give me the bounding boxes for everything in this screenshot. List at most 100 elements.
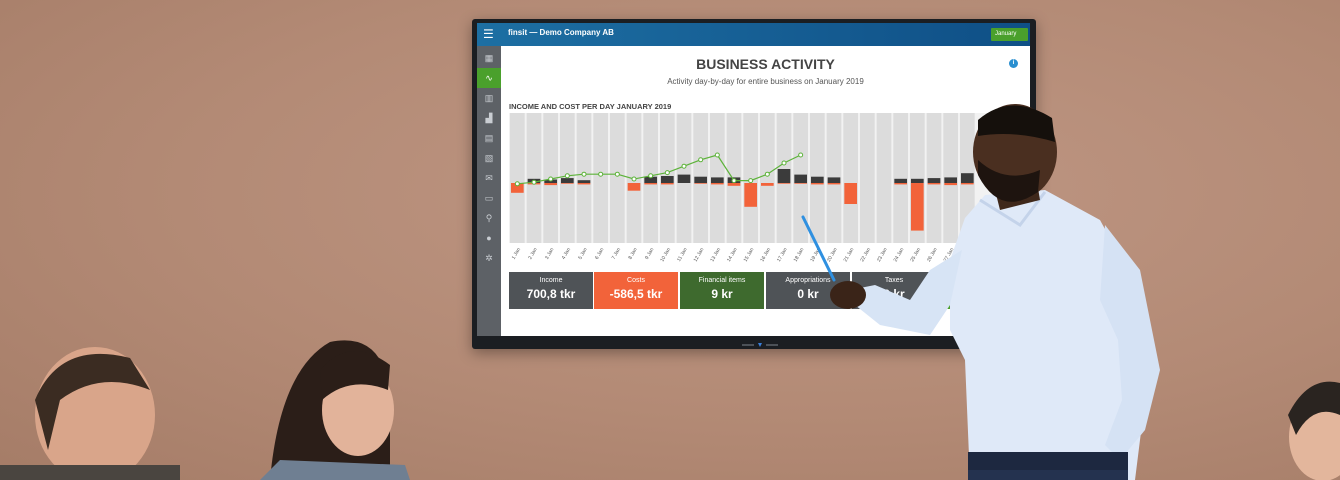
cost-bar bbox=[744, 183, 757, 207]
income-cost-chart: 1 Jan 2 Jan 3 Jan 4 Jan 5 Jan 6 Jan 7 Jan 8 Jan… bbox=[509, 113, 999, 263]
chart-column-band bbox=[760, 113, 775, 243]
inbox-icon[interactable]: ▭ bbox=[484, 193, 494, 203]
kpi-value: -586,5 tkr bbox=[609, 287, 663, 301]
x-tick-label: 2 Jan bbox=[527, 247, 538, 261]
cumulative-point bbox=[798, 152, 804, 158]
cumulative-point bbox=[614, 171, 620, 177]
cost-bar bbox=[661, 183, 674, 185]
kpi-label: Taxes bbox=[884, 277, 904, 284]
cumulative-point bbox=[648, 173, 654, 179]
income-bar bbox=[661, 176, 674, 183]
cumulative-line bbox=[517, 154, 801, 185]
page-subtitle: Activity day-by-day for entire business … bbox=[667, 77, 864, 86]
bar-chart-icon[interactable]: ▥ bbox=[484, 93, 494, 103]
x-tick-label: 12 Jan bbox=[693, 247, 706, 263]
cumulative-point bbox=[598, 171, 604, 177]
settings-icon[interactable]: ✲ bbox=[485, 253, 493, 263]
income-bar bbox=[894, 178, 907, 183]
income-bar bbox=[944, 177, 957, 183]
x-tick-label: 7 Jan bbox=[611, 247, 622, 261]
cost-bar bbox=[561, 183, 574, 184]
hamburger-menu-icon[interactable]: ☰ bbox=[483, 27, 494, 41]
cost-bar bbox=[944, 183, 957, 186]
chart-column-band bbox=[526, 113, 542, 243]
cumulative-point bbox=[664, 170, 670, 176]
x-tick-label: 4 Jan bbox=[561, 247, 572, 261]
cost-bar bbox=[777, 183, 791, 184]
cumulative-point bbox=[714, 152, 720, 158]
income-bar bbox=[961, 173, 974, 183]
cumulative-point bbox=[548, 176, 554, 182]
x-tick-label: 14 Jan bbox=[726, 247, 739, 263]
x-tick-label: 5 Jan bbox=[577, 247, 588, 261]
x-tick-label: 15 Jan bbox=[743, 247, 756, 263]
cost-bar bbox=[711, 183, 724, 185]
kpi-label: Costs bbox=[627, 277, 645, 284]
chart-column-band bbox=[893, 113, 908, 243]
chart-column-band bbox=[510, 113, 525, 243]
chart-column-band bbox=[860, 113, 875, 243]
cost-bar bbox=[577, 183, 591, 185]
seated-person-right bbox=[1288, 381, 1340, 480]
kpi-costs[interactable]: Costs -586,5 tkr bbox=[594, 272, 678, 309]
app-title: finsit — Demo Company AB bbox=[508, 28, 614, 37]
cumulative-point bbox=[781, 160, 787, 166]
income-bar bbox=[577, 180, 591, 183]
x-tick-label: 13 Jan bbox=[709, 247, 722, 263]
income-bar bbox=[561, 178, 574, 183]
cumulative-point bbox=[564, 173, 570, 179]
kpi-value: 9 kr bbox=[711, 287, 733, 301]
chart-column-band bbox=[843, 113, 858, 243]
document-icon[interactable]: ▤ bbox=[484, 133, 494, 143]
seated-person-man bbox=[0, 347, 180, 480]
info-icon[interactable]: i bbox=[1009, 59, 1018, 68]
page-title: BUSINESS ACTIVITY bbox=[696, 56, 835, 72]
user-icon[interactable]: ● bbox=[486, 233, 492, 243]
mail-icon[interactable]: ✉ bbox=[485, 173, 493, 183]
chart-title: INCOME AND COST PER DAY JANUARY 2019 bbox=[509, 102, 672, 111]
income-bar bbox=[694, 176, 707, 183]
kpi-label: Financial items bbox=[698, 277, 746, 284]
x-tick-label: 6 Jan bbox=[594, 247, 605, 261]
documents-icon[interactable]: ▧ bbox=[484, 153, 494, 163]
signal-icon[interactable]: ▟ bbox=[485, 113, 493, 123]
cost-bar bbox=[927, 183, 941, 185]
cost-bar bbox=[811, 183, 824, 185]
income-bar bbox=[777, 169, 791, 183]
chart-column-band bbox=[610, 113, 625, 243]
chart-column-band bbox=[743, 113, 758, 243]
kpi-income[interactable]: Income 700,8 tkr bbox=[509, 272, 593, 309]
presenter-person bbox=[801, 104, 1160, 480]
cost-bar bbox=[844, 183, 857, 204]
income-bar bbox=[827, 177, 841, 183]
dashboard-icon[interactable]: ▦ bbox=[484, 53, 494, 63]
sidebar: ▦ ∿ ▥ ▟ ▤ ▧ ✉ ▭ ⚲ ● ✲ bbox=[477, 46, 501, 336]
kpi-financial-items[interactable]: Financial items 9 kr bbox=[680, 272, 764, 309]
x-tick-label: 10 Jan bbox=[659, 247, 672, 263]
kpi-label: Income bbox=[539, 277, 563, 284]
chart-column-band bbox=[926, 113, 942, 243]
cumulative-point bbox=[681, 163, 687, 169]
cost-bar bbox=[911, 183, 924, 231]
kpi-value: 700,8 tkr bbox=[526, 287, 576, 301]
income-bar bbox=[711, 177, 724, 183]
cost-bar bbox=[544, 183, 557, 186]
x-tick-label: 3 Jan bbox=[544, 247, 555, 261]
activity-icon[interactable]: ∿ bbox=[477, 68, 501, 88]
income-bar bbox=[644, 176, 657, 183]
cumulative-point bbox=[748, 178, 754, 184]
cumulative-point bbox=[531, 179, 537, 185]
chart-column-band bbox=[876, 113, 892, 243]
cumulative-point bbox=[631, 176, 637, 182]
cost-bar bbox=[644, 183, 657, 185]
kpi-value: 0 kr bbox=[797, 287, 819, 301]
x-tick-label: 1 Jan bbox=[511, 247, 522, 261]
search-icon[interactable]: ⚲ bbox=[485, 213, 493, 223]
tv-logo bbox=[742, 343, 778, 347]
x-tick-label: 17 Jan bbox=[776, 247, 789, 263]
cost-bar bbox=[761, 183, 774, 186]
x-tick-label: 8 Jan bbox=[627, 247, 638, 261]
cost-bar bbox=[727, 183, 741, 186]
cost-bar bbox=[794, 183, 807, 184]
period-select[interactable]: January bbox=[991, 28, 1028, 41]
